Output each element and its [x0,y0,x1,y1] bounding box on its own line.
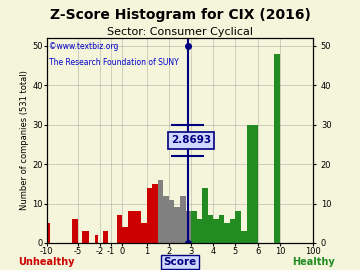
Bar [95,235,98,243]
Bar [230,219,235,243]
Bar [219,215,224,243]
Bar [169,200,175,243]
Bar [129,211,141,243]
Text: Unhealthy: Unhealthy [19,257,75,267]
Bar [163,196,169,243]
Bar [158,180,163,243]
Bar [241,231,247,243]
Bar [82,231,89,243]
Text: Healthy: Healthy [292,257,334,267]
Bar [72,219,78,243]
Bar [202,188,208,243]
Bar [135,223,147,243]
Bar [152,184,158,243]
Text: The Research Foundation of SUNY: The Research Foundation of SUNY [49,58,179,67]
Bar [175,207,180,243]
Text: ©www.textbiz.org: ©www.textbiz.org [49,42,119,51]
Bar [213,219,219,243]
Bar [147,188,152,243]
Y-axis label: Number of companies (531 total): Number of companies (531 total) [20,70,29,210]
Bar [224,223,230,243]
Bar [103,231,108,243]
Bar [191,211,197,243]
Text: Z-Score Histogram for CIX (2016): Z-Score Histogram for CIX (2016) [50,8,310,22]
Text: 2.8693: 2.8693 [171,135,211,146]
Bar [247,125,258,243]
Bar [122,227,135,243]
Bar [235,211,241,243]
Text: Score: Score [163,257,197,267]
Bar [180,196,185,243]
Bar [185,211,191,243]
Bar [208,215,213,243]
Bar [47,223,50,243]
Bar [117,215,122,243]
Bar [197,219,202,243]
Text: Sector: Consumer Cyclical: Sector: Consumer Cyclical [107,27,253,37]
Bar [274,53,280,243]
